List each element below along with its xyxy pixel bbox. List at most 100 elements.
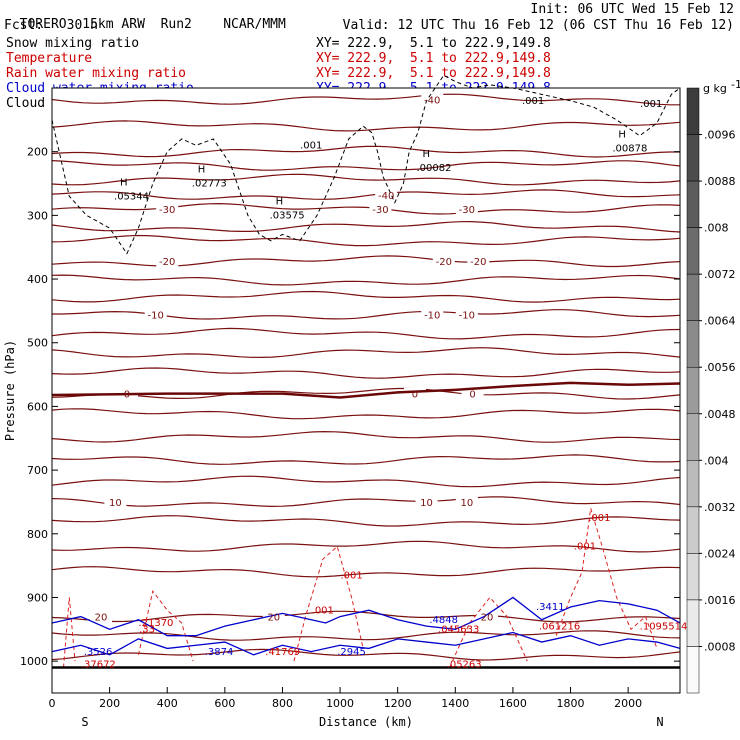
x-tick-label: 2000	[614, 697, 642, 710]
y-tick-label: 400	[27, 273, 48, 286]
y-tick-label: 600	[27, 400, 48, 413]
x-tick-label: 800	[272, 697, 293, 710]
colorbar-label: .0064	[704, 315, 736, 328]
high-marker: H	[422, 149, 430, 160]
temperature-contour	[51, 387, 681, 400]
temperature-label: -10	[424, 311, 440, 322]
colorbar-segment	[686, 320, 700, 368]
mixing-value-label: .21370	[138, 618, 173, 629]
temperature-contour	[51, 610, 681, 623]
temperature-label: -40	[378, 191, 394, 202]
field-name: Temperature	[6, 51, 93, 66]
model-resolution: 15km ARW	[82, 17, 145, 32]
temperature-label-bg	[421, 308, 444, 321]
temperature-contour	[51, 160, 681, 171]
mixing-value-label: .05263	[447, 660, 482, 671]
colorbar-label: .0032	[704, 501, 736, 514]
temperature-label: 10	[420, 498, 433, 509]
colorbar-segment	[686, 227, 700, 275]
y-tick-label: 700	[27, 464, 48, 477]
temperature-label-bg	[432, 255, 455, 268]
colorbar-label: .0024	[704, 547, 736, 560]
rain-contour	[293, 545, 364, 662]
temperature-contour	[51, 648, 681, 661]
colorbar-label: .0096	[704, 129, 736, 142]
field-xy: XY= 222.9, 5.1 to 222.9,149.8	[316, 66, 551, 81]
mixing-value-label: .045633	[438, 625, 479, 636]
x-tick-label: 600	[214, 697, 235, 710]
temperature-contour	[51, 566, 681, 578]
plot-frame	[51, 87, 681, 694]
temperature-contour	[51, 408, 681, 420]
rain-label: .001	[588, 513, 610, 524]
rain-label: .001	[574, 542, 596, 553]
colorbar-unit-exponent: -1	[731, 78, 740, 91]
zero-isotherm	[51, 381, 681, 399]
x-tick-label: 1200	[384, 697, 412, 710]
temperature-contour	[51, 120, 681, 132]
mixing-value-label: .3411	[536, 602, 565, 613]
init-time: Init: 06 UTC Wed 15 Feb 12	[530, 2, 735, 17]
forecast-value: 30 h	[66, 18, 98, 33]
temperature-contour	[51, 173, 681, 186]
colorbar-segment	[686, 553, 700, 601]
temperature-contour	[51, 234, 681, 247]
colorbar-segment	[686, 273, 700, 321]
temperature-label: -40	[424, 95, 440, 106]
temperature-label: -20	[470, 257, 486, 268]
field-name: Rain water mixing ratio	[6, 66, 187, 81]
temperature-contour	[51, 220, 681, 233]
temperature-label: 20	[95, 613, 108, 624]
snow-label: .001	[522, 96, 544, 107]
temperature-label: -10	[148, 311, 164, 322]
temperature-label-bg	[415, 495, 438, 508]
x-axis-label: Distance (km)	[319, 715, 413, 729]
colorbar-segment	[686, 646, 700, 694]
x-tick-label: 1800	[557, 697, 585, 710]
x-tick-label: 0	[49, 697, 56, 710]
temperature-label: 0	[124, 390, 130, 401]
colorbar-segment	[686, 180, 700, 228]
temperature-contour	[51, 93, 680, 106]
temperature-label: -10	[459, 311, 475, 322]
temperature-label: 20	[481, 613, 494, 624]
rain-contour	[63, 597, 76, 668]
plot-area	[51, 74, 681, 693]
colorbar-label: .0072	[704, 268, 736, 281]
high-value: .05344	[114, 191, 149, 202]
temperature-label: -30	[372, 205, 388, 216]
temperature-contour	[51, 475, 681, 488]
cloud-water-contour	[51, 631, 681, 656]
temperature-contour	[51, 430, 681, 443]
rain-label: .001	[340, 570, 362, 581]
mixing-value-label: .3526	[84, 647, 113, 658]
temperature-label-bg	[455, 203, 478, 215]
colorbar-segment	[686, 460, 700, 508]
colorbar-label: .0008	[704, 640, 736, 653]
snow-label: .001	[640, 99, 662, 110]
colorbar-segment	[686, 599, 700, 647]
x-tick-label: 200	[99, 697, 120, 710]
colorbar-segment	[686, 134, 700, 182]
mixing-value-label: .4848	[429, 615, 458, 626]
y-axis-label: Pressure (hPa)	[3, 340, 17, 441]
colorbar-label: .0056	[704, 361, 736, 374]
y-tick-label: 200	[27, 146, 48, 159]
temperature-label: 10	[109, 498, 122, 509]
temperature-contour	[51, 327, 681, 340]
temperature-label-bg	[461, 387, 484, 400]
x-tick-label: 1000	[326, 697, 354, 710]
temperature-label-bg	[467, 255, 490, 268]
temperature-contour	[51, 367, 681, 379]
colorbar-segment	[686, 366, 700, 415]
colorbar-label: .008	[704, 222, 729, 235]
y-tick-label: 300	[27, 209, 48, 222]
temperature-contour	[51, 274, 681, 286]
temperature-label: -30	[459, 205, 475, 216]
temperature-label: -30	[159, 205, 175, 216]
temperature-label: 10	[460, 498, 473, 509]
temperature-label-bg	[421, 93, 444, 106]
colorbar-segment	[686, 87, 700, 135]
x-tick-label: 1600	[499, 697, 527, 710]
field-xy: XY= 222.9, 5.1 to 222.9,149.8	[316, 36, 551, 51]
